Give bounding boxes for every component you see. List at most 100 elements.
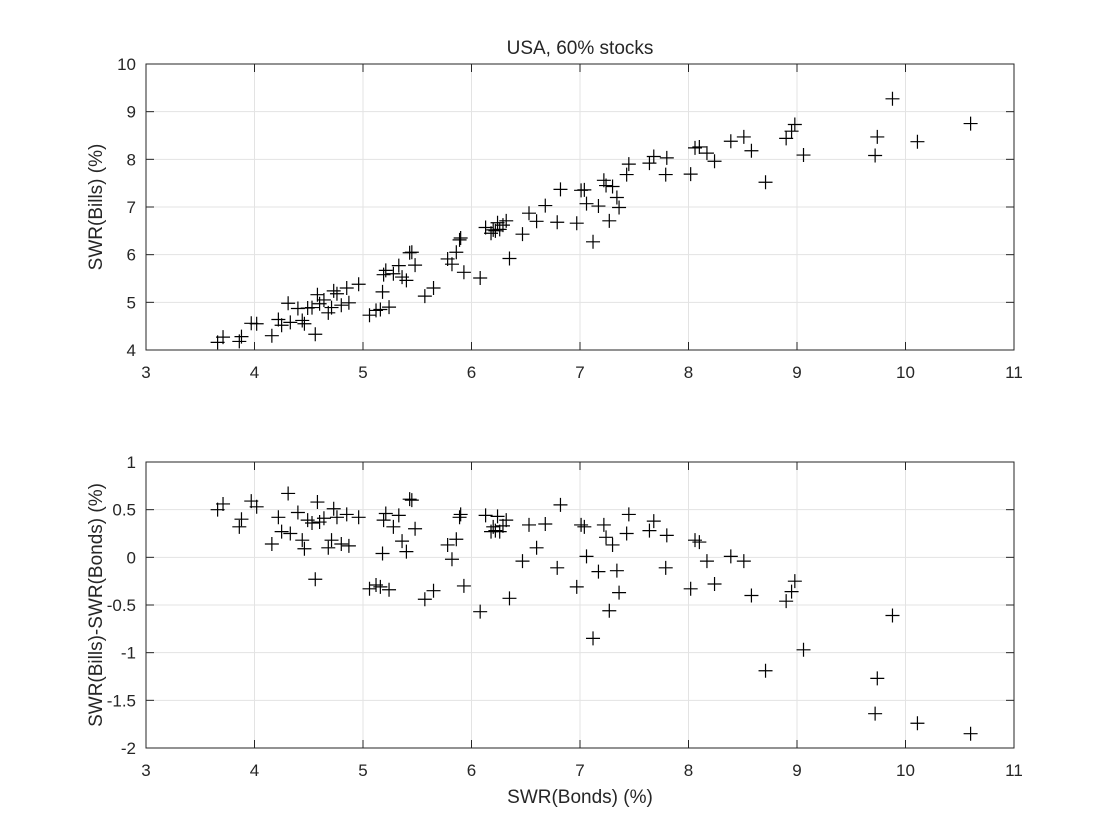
bottom-data-point (659, 528, 674, 543)
bottom-data-point (619, 526, 634, 541)
top-data-point (378, 263, 393, 278)
top-data-point (683, 167, 698, 182)
bottom-data-point (692, 535, 707, 550)
bottom-data-point (386, 519, 401, 534)
bottom-data-point (796, 642, 811, 657)
bottom-data-point (744, 588, 759, 603)
top-data-point (329, 286, 344, 301)
bottom-data-point (499, 513, 514, 528)
bottom-y-tick-label: -1 (121, 644, 136, 663)
bottom-data-point (683, 581, 698, 596)
top-data-point (339, 281, 354, 296)
top-data-point (605, 179, 620, 194)
bottom-data-point (602, 603, 617, 618)
bottom-x-tick-label: 5 (358, 761, 367, 780)
bottom-data-point (444, 552, 459, 567)
bottom-y-tick-label: 1 (127, 453, 136, 472)
top-data-point (744, 143, 759, 158)
figure-title: USA, 60% stocks (507, 38, 654, 59)
bottom-data-point (308, 572, 323, 587)
bottom-data-point (324, 533, 339, 548)
bottom-data-point (529, 540, 544, 555)
top-data-point (963, 116, 978, 131)
top-data-point (271, 312, 286, 327)
bottom-x-tick-label: 7 (575, 761, 584, 780)
bottom-data-point (574, 517, 589, 532)
top-x-tick-label: 9 (792, 363, 801, 382)
top-data-point (444, 257, 459, 272)
top-data-point (382, 300, 397, 315)
top-x-tick-label: 6 (467, 363, 476, 382)
bottom-data-point (538, 516, 553, 531)
bottom-data-point (426, 583, 441, 598)
top-data-point (297, 316, 312, 331)
top-y-tick-label: 6 (127, 246, 136, 265)
bottom-data-point (321, 540, 336, 555)
bottom-y-tick-label: 0.5 (112, 501, 136, 520)
bottom-data-point (264, 536, 279, 551)
bottom-x-tick-label: 11 (1005, 761, 1023, 780)
bottom-data-point (232, 519, 247, 534)
top-data-point (399, 273, 414, 288)
bottom-data-point (376, 513, 391, 528)
bottom-data-point (784, 584, 799, 599)
bottom-data-point (290, 505, 305, 520)
bottom-data-point (885, 608, 900, 623)
bottom-data-point (395, 534, 410, 549)
bottom-data-point (910, 716, 925, 731)
top-data-point (787, 117, 802, 132)
bottom-y-axis-label: SWR(Bills)-SWR(Bonds) (%) (86, 483, 107, 727)
bottom-data-point (295, 533, 310, 548)
bottom-data-point (339, 507, 354, 522)
top-data-point (699, 146, 714, 161)
top-data-point (599, 178, 614, 193)
top-data-point (707, 154, 722, 169)
bottom-data-point (440, 537, 455, 552)
top-data-point (324, 300, 339, 315)
top-x-tick-label: 5 (358, 363, 367, 382)
bottom-data-point (522, 517, 537, 532)
top-data-point (868, 148, 883, 163)
bottom-data-point (787, 574, 802, 589)
bottom-data-point (473, 604, 488, 619)
top-data-point (426, 281, 441, 296)
top-data-point (538, 198, 553, 213)
top-data-point (621, 157, 636, 172)
bottom-data-point (612, 585, 627, 600)
bottom-x-tick-label: 3 (141, 761, 150, 780)
bottom-data-point (478, 508, 493, 523)
top-y-tick-label: 8 (127, 150, 136, 169)
bottom-data-point (417, 592, 432, 607)
bottom-data-point (579, 549, 594, 564)
bottom-y-tick-label: -0.5 (107, 596, 136, 615)
top-data-point (274, 318, 289, 333)
bottom-data-point (310, 495, 325, 510)
top-data-point (870, 129, 885, 144)
bottom-data-point (621, 507, 636, 522)
top-data-point (305, 300, 320, 315)
top-y-tick-label: 7 (127, 198, 136, 217)
bottom-x-tick-label: 8 (684, 761, 693, 780)
top-data-point (723, 134, 738, 149)
bottom-data-point (586, 631, 601, 646)
top-data-point (281, 296, 296, 311)
bottom-data-point (210, 502, 225, 517)
top-data-point (659, 150, 674, 165)
bottom-data-point (599, 530, 614, 545)
bottom-data-point (382, 582, 397, 597)
bottom-x-tick-label: 6 (467, 761, 476, 780)
bottom-data-point (329, 510, 344, 525)
top-data-point (473, 271, 488, 286)
bottom-data-point (305, 516, 320, 531)
bottom-x-tick-label: 10 (896, 761, 915, 780)
bottom-data-point (452, 510, 467, 525)
bottom-y-tick-label: 0 (127, 548, 136, 567)
bottom-y-tick-label: -1.5 (107, 691, 136, 710)
bottom-data-point (373, 579, 388, 594)
top-data-point (449, 245, 464, 260)
top-data-point (391, 258, 406, 273)
bottom-data-point (870, 671, 885, 686)
top-data-point (577, 182, 592, 197)
top-data-point (478, 220, 493, 235)
